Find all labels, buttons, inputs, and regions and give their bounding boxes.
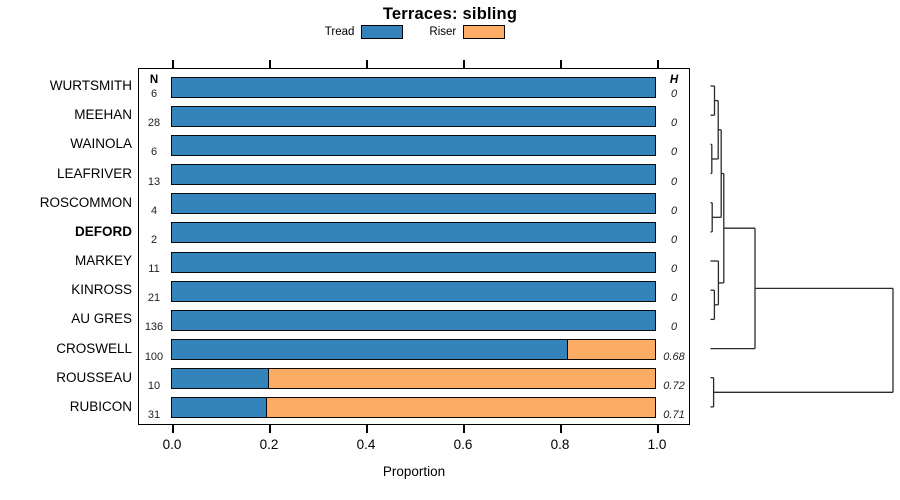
tread-segment — [172, 398, 267, 418]
legend: Tread Riser — [0, 25, 830, 39]
n-value: 6 — [150, 146, 158, 159]
n-value: 28 — [147, 117, 161, 130]
x-axis-tick — [366, 425, 368, 433]
riser-segment — [268, 369, 656, 389]
bar-row — [171, 397, 657, 419]
x-axis-label: Proportion — [382, 464, 446, 479]
n-value: 13 — [147, 175, 161, 188]
legend-label-riser: Riser — [429, 26, 457, 38]
h-value: 0 — [670, 204, 678, 217]
bar-row — [171, 105, 657, 127]
bar-row — [171, 193, 657, 215]
legend-item-riser: Riser — [429, 25, 506, 39]
n-value: 6 — [150, 88, 158, 100]
n-value: 31 — [147, 408, 161, 421]
tread-segment — [172, 252, 656, 272]
row-label: MEEHAN — [74, 107, 132, 123]
tread-segment — [172, 135, 656, 155]
bar-row — [171, 309, 657, 331]
x-axis-tick-top — [269, 60, 271, 68]
row-label: WAINOLA — [70, 136, 132, 152]
bar-row — [171, 280, 657, 302]
x-axis-tick-top — [172, 60, 174, 68]
legend-item-tread: Tread — [325, 25, 404, 39]
h-value: 0.68 — [663, 350, 685, 363]
h-value: 0 — [670, 321, 678, 334]
n-value: 11 — [148, 263, 160, 276]
bar-row — [171, 368, 657, 390]
legend-label-tread: Tread — [324, 26, 355, 38]
bar-row — [171, 76, 657, 98]
h-value: 0.72 — [663, 379, 685, 392]
n-value: 100 — [144, 350, 164, 363]
tread-segment — [172, 194, 656, 214]
h-value: 0 — [670, 146, 678, 159]
tread-segment — [172, 77, 656, 97]
h-value: 0 — [670, 88, 678, 100]
x-axis-tick-label: 0.8 — [550, 437, 570, 452]
x-axis-tick — [463, 425, 465, 433]
x-axis-tick-top — [463, 60, 465, 68]
x-axis-tick-label: 0.4 — [356, 437, 376, 452]
legend-swatch-riser — [463, 25, 506, 39]
x-axis-tick-label: 1.0 — [647, 437, 667, 452]
n-value: 21 — [147, 292, 161, 305]
h-value: 0 — [670, 292, 678, 305]
row-label: MARKEY — [74, 253, 132, 269]
n-value: 136 — [144, 321, 164, 334]
tread-segment — [172, 165, 656, 184]
x-axis-tick-top — [657, 60, 659, 68]
x-axis-tick-label: 0.2 — [259, 437, 279, 452]
chart-title: Terraces: sibling — [382, 5, 518, 23]
h-value: 0 — [670, 175, 678, 188]
bar-row — [171, 164, 657, 185]
n-value: 2 — [150, 233, 158, 246]
n-column-header: N — [149, 74, 159, 86]
tread-segment — [172, 369, 269, 389]
x-axis-tick-label: 0.0 — [162, 437, 182, 452]
tread-segment — [172, 281, 656, 301]
h-value: 0 — [670, 233, 678, 246]
h-value: 0 — [670, 263, 678, 276]
bar-row — [171, 222, 657, 244]
tread-segment — [172, 106, 656, 126]
n-value: 4 — [150, 204, 158, 217]
bar-row — [171, 339, 657, 361]
tread-segment — [172, 310, 656, 330]
n-value: 10 — [147, 379, 161, 392]
row-label: DEFORD — [75, 223, 132, 239]
x-axis-tick — [560, 425, 562, 433]
row-label: AU GRES — [71, 311, 132, 327]
row-label: WURTSMITH — [49, 78, 132, 93]
bar-row — [171, 251, 657, 273]
row-label: ROSCOMMON — [39, 194, 132, 210]
riser-segment — [568, 340, 656, 360]
row-label: CROSWELL — [56, 340, 132, 356]
tread-segment — [172, 223, 656, 243]
row-label: KINROSS — [71, 282, 132, 298]
bar-row — [171, 134, 657, 156]
h-column-header: H — [669, 74, 679, 86]
row-label: LEAFRIVER — [56, 165, 132, 181]
riser-segment — [266, 398, 656, 418]
x-axis-tick — [172, 425, 174, 433]
x-axis-tick-label: 0.6 — [453, 437, 473, 452]
dendrogram — [710, 85, 894, 408]
h-value: 0 — [670, 117, 678, 130]
h-value: 0.71 — [663, 408, 685, 421]
plot-area: N H 6 0 28 0 6 0 13 0 4 0 2 0 11 0 21 0 136 0 100 0.68 10 0.7… — [138, 68, 690, 425]
legend-swatch-tread — [361, 25, 404, 39]
x-axis-tick-top — [560, 60, 562, 68]
row-label: RUBICON — [69, 398, 132, 414]
x-axis-tick-top — [366, 60, 368, 68]
row-label: ROUSSEAU — [56, 369, 132, 385]
tread-segment — [172, 340, 569, 360]
x-axis-tick — [657, 425, 659, 433]
x-axis-tick — [269, 425, 271, 433]
